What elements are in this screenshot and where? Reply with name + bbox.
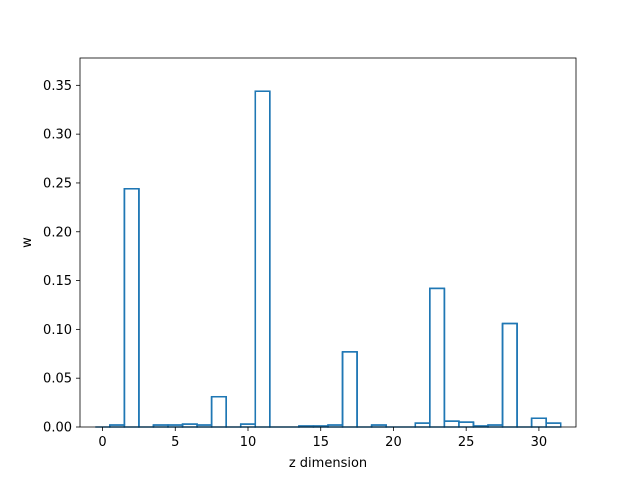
bar <box>429 287 446 428</box>
bar <box>501 322 518 428</box>
plot-area <box>95 90 562 428</box>
x-tick-label: 0 <box>98 435 106 450</box>
y-tick-label: 0.20 <box>43 225 72 240</box>
bar <box>341 351 358 428</box>
bar <box>443 420 460 428</box>
y-axis: 0.00 0.05 0.10 0.15 0.20 0.25 0.30 0.35 <box>43 79 80 436</box>
x-tick-label: 15 <box>312 435 329 450</box>
x-tick-label: 20 <box>385 435 402 450</box>
bar <box>239 423 257 428</box>
y-tick-label: 0.10 <box>43 323 72 338</box>
x-tick-label: 30 <box>531 435 548 450</box>
bar <box>254 90 271 428</box>
y-tick-label: 0.30 <box>43 128 72 143</box>
x-axis-label: z dimension <box>289 456 367 471</box>
bar <box>530 417 547 428</box>
x-tick-label: 10 <box>240 435 257 450</box>
y-axis-label: w <box>20 237 35 248</box>
bar <box>123 188 140 428</box>
bar <box>545 422 562 428</box>
y-tick-label: 0.35 <box>43 79 72 94</box>
y-tick-label: 0.00 <box>43 421 72 436</box>
bar <box>181 423 198 428</box>
bar <box>210 395 227 428</box>
x-axis: 0 5 10 15 20 25 30 <box>98 427 547 450</box>
bar <box>458 421 475 428</box>
bar <box>414 422 431 428</box>
y-tick-label: 0.15 <box>43 274 72 289</box>
y-tick-label: 0.05 <box>43 372 72 387</box>
x-tick-label: 25 <box>458 435 475 450</box>
x-tick-label: 5 <box>171 435 179 450</box>
y-tick-label: 0.25 <box>43 176 72 191</box>
series-step-line <box>95 90 561 428</box>
plot-frame <box>79 57 577 428</box>
